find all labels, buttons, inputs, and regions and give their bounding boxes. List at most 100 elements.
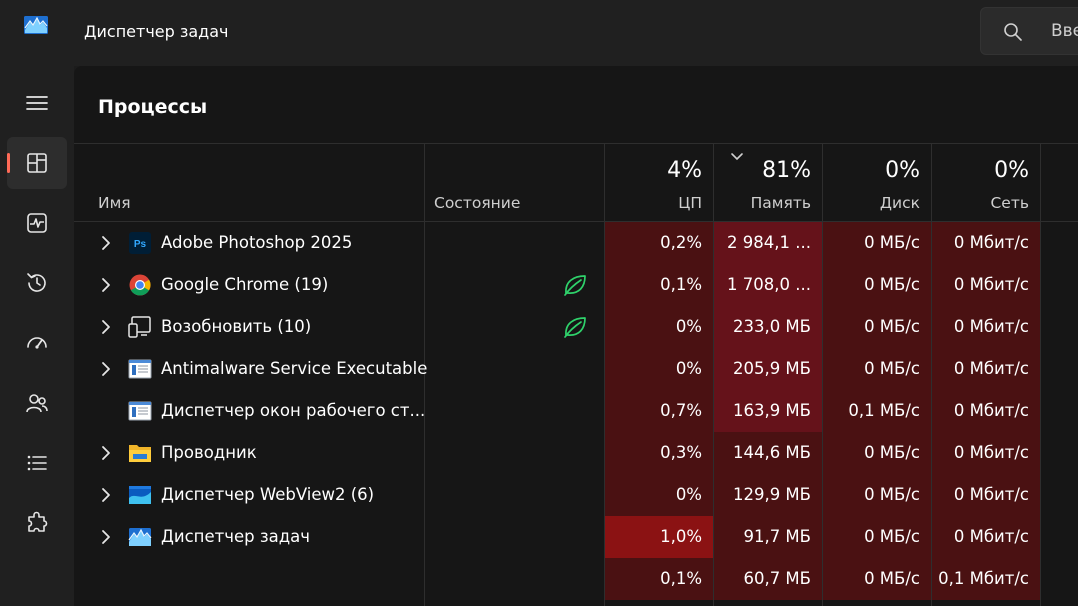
puzzle-icon [28, 511, 48, 532]
nav-services[interactable] [7, 497, 67, 549]
process-name: Google Chrome (19) [161, 275, 329, 294]
memory-value: 91,7 МБ [743, 527, 811, 546]
disk-total-percent[interactable]: 0% [885, 158, 920, 183]
expand-chevron-icon[interactable] [98, 486, 114, 504]
disk-value: 0 МБ/с [864, 233, 920, 252]
svg-text:Ps: Ps [134, 239, 147, 250]
search-placeholder: Вве [1051, 21, 1078, 41]
column-separator [604, 143, 605, 606]
memory-value: 2 984,1 ... [727, 233, 811, 252]
process-row[interactable]: Google Chrome (19) 0,1% 1 708,0 ... 0 МБ/с 0… [74, 264, 1078, 306]
expand-chevron-icon[interactable] [98, 360, 114, 378]
expand-chevron-icon[interactable] [98, 276, 114, 294]
cpu-value: 0% [675, 485, 702, 504]
cpu-heat-cell [605, 390, 713, 432]
cpu-value: 0,3% [660, 443, 702, 462]
memory-value: 163,9 МБ [732, 401, 811, 420]
speedometer-icon [27, 337, 47, 349]
header-top-divider [74, 143, 1078, 144]
disk-heat-cell [823, 264, 931, 306]
network-total-percent[interactable]: 0% [994, 158, 1029, 183]
memory-heat-cell [714, 348, 822, 390]
memory-heat-cell [714, 558, 822, 600]
nav-performance[interactable] [7, 197, 67, 249]
process-name: Adobe Photoshop 2025 [161, 233, 353, 252]
hamburger-icon [26, 96, 48, 110]
service-window-icon [128, 400, 152, 422]
cpu-heat-cell [605, 222, 713, 264]
cpu-value: 0% [675, 359, 702, 378]
network-value: 0 Мбит/с [953, 443, 1029, 462]
memory-total-percent[interactable]: 81% [762, 158, 811, 183]
process-name: Диспетчер задач [161, 527, 311, 546]
network-heat-cell [932, 474, 1040, 516]
search-icon [1004, 23, 1022, 41]
column-separator [931, 143, 932, 606]
folder-icon [128, 442, 152, 464]
disk-value: 0 МБ/с [864, 275, 920, 294]
nav-details[interactable] [7, 437, 67, 489]
disk-heat-cell [823, 474, 931, 516]
app-title: Диспетчер задач [84, 22, 229, 41]
process-row[interactable]: Диспетчер задач 1,0% 91,7 МБ 0 МБ/с 0 Мбит/с [74, 516, 1078, 558]
disk-heat-cell [823, 558, 931, 600]
process-row[interactable]: Ps Adobe Photoshop 2025 0,2% 2 984,1 ... 0 М… [74, 222, 1078, 264]
menu-button[interactable] [7, 77, 67, 129]
memory-heat-cell [714, 474, 822, 516]
network-value: 0 Мбит/с [953, 359, 1029, 378]
nav-users[interactable] [7, 377, 67, 429]
cpu-heat-cell [605, 306, 713, 348]
network-value: 0 Мбит/с [953, 233, 1029, 252]
expand-chevron-icon[interactable] [98, 234, 114, 252]
process-row[interactable]: Возобновить (10) 0% 233,0 МБ 0 МБ/с 0 Мбит/с [74, 306, 1078, 348]
search-input[interactable]: Вве [980, 7, 1078, 55]
memory-value: 144,6 МБ [732, 443, 811, 462]
process-row[interactable]: Проводник 0,3% 144,6 МБ 0 МБ/с 0 Мбит/с [74, 432, 1078, 474]
history-icon [27, 273, 46, 292]
memory-heat-cell [714, 390, 822, 432]
network-heat-cell [932, 558, 1040, 600]
disk-heat-cell [823, 306, 931, 348]
cpu-heat-cell [605, 348, 713, 390]
memory-value: 205,9 МБ [732, 359, 811, 378]
expand-chevron-icon[interactable] [98, 444, 114, 462]
process-row[interactable]: Диспетчер окон рабочего ст... 0,7% 163,9 М… [74, 390, 1078, 432]
chrome-icon [128, 274, 152, 296]
processes-icon [27, 153, 47, 173]
process-row[interactable]: 0,1% 60,7 МБ 0 МБ/с 0,1 Мбит/с [74, 558, 1078, 600]
disk-heat-cell [823, 432, 931, 474]
process-name: Возобновить (10) [161, 317, 312, 336]
resume-device-icon [128, 316, 152, 338]
network-heat-cell [932, 348, 1040, 390]
process-row[interactable]: Antimalware Service Executable 0% 205,9 МБ… [74, 348, 1078, 390]
title-bar: Диспетчер задач Вве [0, 0, 1078, 66]
nav-processes[interactable] [7, 137, 67, 189]
memory-heat-cell [714, 432, 822, 474]
nav-app-history[interactable] [7, 257, 67, 309]
column-header-name[interactable]: Имя [98, 194, 131, 212]
network-heat-cell [932, 264, 1040, 306]
users-icon [26, 394, 48, 413]
column-header-status[interactable]: Состояние [434, 194, 521, 212]
process-name: Диспетчер окон рабочего ст... [161, 401, 426, 420]
network-value: 0 Мбит/с [953, 275, 1029, 294]
column-header-cpu[interactable]: ЦП [678, 194, 702, 212]
webview-icon [128, 484, 152, 506]
page-title: Процессы [98, 96, 208, 118]
network-heat-cell [932, 306, 1040, 348]
disk-value: 0 МБ/с [864, 317, 920, 336]
network-value: 0 Мбит/с [953, 317, 1029, 336]
column-header-memory[interactable]: Память [750, 194, 811, 212]
cpu-value: 1,0% [660, 527, 702, 546]
process-row[interactable]: Диспетчер WebView2 (6) 0% 129,9 МБ 0 МБ/с 0 … [74, 474, 1078, 516]
expand-chevron-icon[interactable] [98, 318, 114, 336]
memory-value: 60,7 МБ [743, 569, 811, 588]
nav-startup-apps[interactable] [7, 317, 67, 369]
column-separator [1040, 143, 1041, 606]
column-header-disk[interactable]: Диск [879, 194, 920, 212]
service-window-icon [128, 358, 152, 380]
expand-chevron-icon[interactable] [98, 528, 114, 546]
cpu-total-percent[interactable]: 4% [667, 158, 702, 183]
column-header-network[interactable]: Сеть [990, 194, 1029, 212]
task-manager-logo-icon [24, 16, 48, 34]
